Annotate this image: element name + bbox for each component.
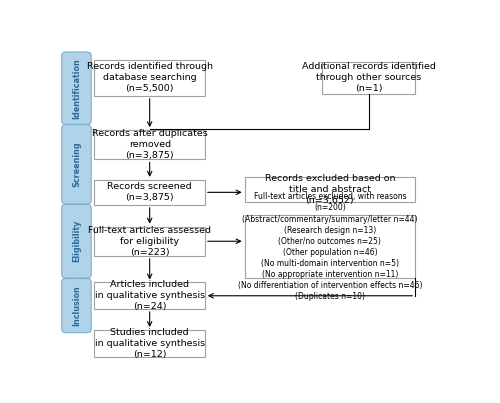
FancyBboxPatch shape bbox=[322, 62, 415, 94]
Text: Records after duplicates
removed
(n=3,875): Records after duplicates removed (n=3,87… bbox=[92, 129, 208, 160]
Text: Records identified through
database searching
(n=5,500): Records identified through database sear… bbox=[86, 62, 212, 93]
Text: Articles included
in qualitative synthesis
(n=24): Articles included in qualitative synthes… bbox=[94, 280, 205, 312]
FancyBboxPatch shape bbox=[94, 330, 205, 357]
FancyBboxPatch shape bbox=[62, 125, 91, 204]
Text: Records screened
(n=3,875): Records screened (n=3,875) bbox=[108, 182, 192, 202]
Text: Records excluded based on
title and abstract
(n=3,652): Records excluded based on title and abst… bbox=[264, 174, 395, 205]
FancyBboxPatch shape bbox=[62, 52, 91, 125]
Text: Identification: Identification bbox=[72, 58, 81, 118]
Text: Full-text articles assessed
for eligibility
(n=223): Full-text articles assessed for eligibil… bbox=[88, 226, 211, 257]
Text: Studies included
in qualitative synthesis
(n=12): Studies included in qualitative synthesi… bbox=[94, 328, 205, 359]
Text: Inclusion: Inclusion bbox=[72, 285, 81, 326]
Text: Eligibility: Eligibility bbox=[72, 220, 81, 262]
FancyBboxPatch shape bbox=[94, 226, 205, 256]
FancyBboxPatch shape bbox=[94, 130, 205, 160]
FancyBboxPatch shape bbox=[62, 204, 91, 278]
FancyBboxPatch shape bbox=[94, 180, 205, 205]
Text: Full-text articles excluded, with reasons
(n=200)
(Abstract/commentary/summary/l: Full-text articles excluded, with reason… bbox=[238, 192, 422, 301]
FancyBboxPatch shape bbox=[62, 278, 91, 332]
FancyBboxPatch shape bbox=[244, 177, 415, 202]
FancyBboxPatch shape bbox=[244, 215, 415, 278]
Text: Additional records identified
through other sources
(n=1): Additional records identified through ot… bbox=[302, 62, 436, 93]
FancyBboxPatch shape bbox=[94, 283, 205, 309]
Text: Screening: Screening bbox=[72, 141, 81, 187]
FancyBboxPatch shape bbox=[94, 60, 205, 96]
